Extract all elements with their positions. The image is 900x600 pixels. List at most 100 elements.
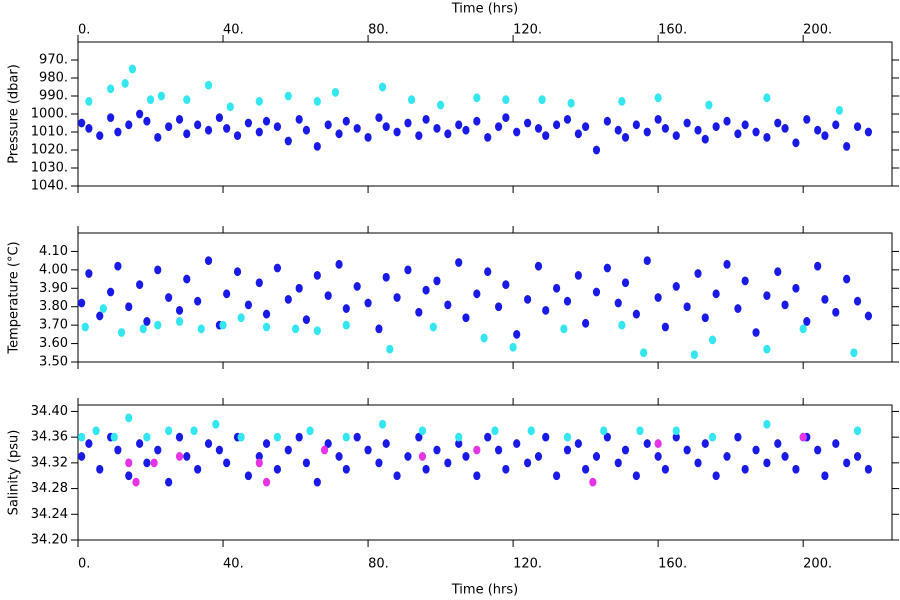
data-point [763,93,771,103]
data-point [542,306,550,315]
data-point [404,118,412,128]
data-point [125,471,133,481]
data-point [589,477,597,487]
data-point [183,452,191,461]
data-point [850,348,858,358]
data-point [364,298,372,308]
data-point [752,445,760,455]
data-point [78,432,86,442]
data-point [418,426,427,436]
y-tick-label: 4.00 [39,262,68,277]
plot-frame [77,232,893,363]
data-point [480,333,488,343]
data-point [107,113,115,122]
data-point [146,95,155,104]
y-tick-label: 34.32 [31,455,68,470]
data-point [741,464,749,474]
data-point [165,122,173,131]
data-point [864,127,873,137]
data-point [701,439,709,448]
data-point [774,118,782,128]
data-point [821,294,829,304]
data-point [538,95,546,104]
data-point [513,329,521,339]
data-point [378,82,387,92]
data-point [643,127,651,137]
data-point [792,138,800,148]
data-point [255,278,263,288]
data-point [582,318,590,328]
data-point [415,307,423,317]
data-point [96,311,104,321]
data-point [843,458,851,468]
data-point [473,471,481,481]
data-point [455,439,463,448]
data-point [342,432,350,442]
data-point [462,313,470,323]
data-point [125,120,133,130]
data-point [603,263,611,273]
x-tick-label: 80. [368,557,389,572]
data-point [404,265,412,275]
data-point [821,471,829,481]
data-point [853,122,862,131]
y-tick-label: 3.90 [39,281,68,296]
data-point [803,115,811,124]
y-axis-title: Temperature (°C) [7,241,22,354]
data-point [114,127,122,137]
data-point [527,426,535,436]
data-point [694,269,702,278]
data-point [502,280,510,289]
data-point [223,458,231,468]
data-point [643,439,651,448]
data-point [85,269,93,278]
data-point [614,458,622,468]
data-point [473,116,481,126]
data-point [553,283,561,293]
data-point [832,439,840,448]
data-point [661,322,669,332]
data-point [404,452,412,461]
data-point [85,123,93,133]
data-point [455,120,463,130]
data-point [741,120,749,130]
x-tick-label: 120. [513,557,542,572]
data-point [502,95,510,104]
data-point [204,80,213,90]
panel: 3.50 3.60 3.70 3.80 3.90 4.00 4.10 Temperature … [7,226,899,370]
data-point [342,304,350,313]
data-point [393,293,401,302]
data-point [618,97,626,106]
data-point [157,91,165,101]
data-point [433,445,441,455]
data-point [654,115,662,124]
data-point [494,302,503,312]
data-point [335,129,343,139]
data-point [422,285,430,295]
data-point [592,145,601,155]
data-point [244,300,253,310]
data-point [382,122,390,131]
x-tick-label: 120. [513,23,542,38]
data-point [723,259,731,269]
panel: 970. 980. 990. 1000. 1010. 1020. 1030. 1040. 0. 4… [7,2,899,194]
x-tick-label: 40. [223,557,244,572]
data-point [752,328,760,337]
data-point [194,120,202,130]
data-point [864,464,873,474]
data-point [774,439,782,448]
data-point [614,298,622,308]
x-tick-label: 0. [78,23,90,38]
data-point [835,106,844,115]
data-point [832,307,840,317]
data-point [197,324,205,334]
data-point [774,267,782,277]
data-point [542,432,550,442]
data-point [491,426,499,436]
y-tick-label: 970. [39,53,68,68]
data-point [204,125,213,135]
data-point [255,97,263,106]
data-point [302,125,311,135]
y-tick-label: 4.10 [39,244,68,259]
data-point [781,123,789,133]
